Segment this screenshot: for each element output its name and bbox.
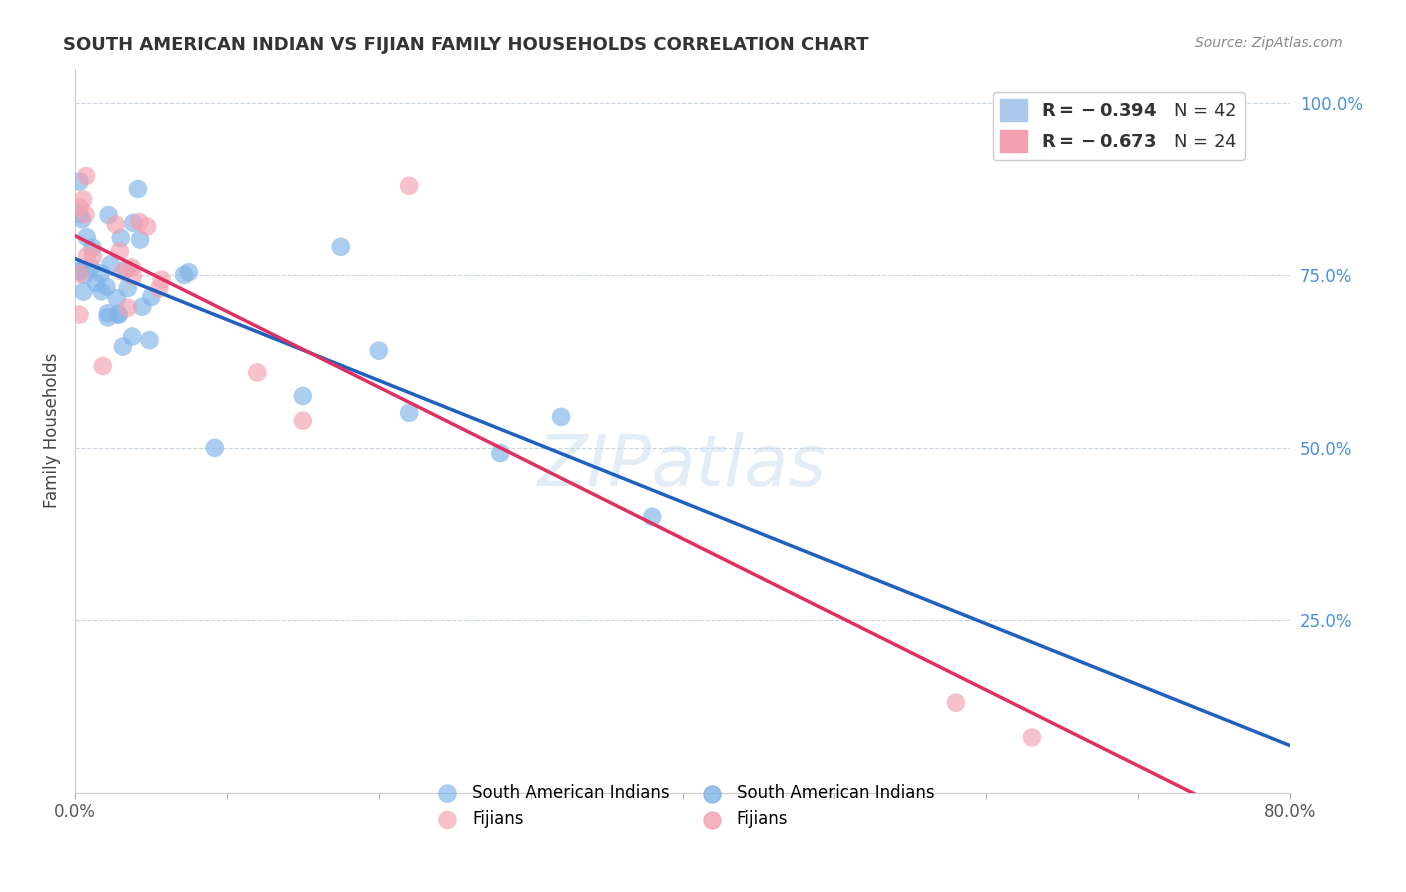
South American Indians	[173, 268, 195, 282]
South American Indians	[69, 175, 91, 189]
Legend: South American Indians, Fijians, South American Indians, Fijians: South American Indians, Fijians, South A…	[425, 777, 941, 835]
South American Indians	[111, 340, 134, 354]
Fijians	[69, 200, 91, 214]
South American Indians	[97, 208, 120, 222]
Fijians	[75, 169, 97, 183]
South American Indians	[82, 241, 104, 255]
Fijians	[91, 359, 114, 373]
South American Indians	[69, 264, 91, 278]
Text: SOUTH AMERICAN INDIAN VS FIJIAN FAMILY HOUSEHOLDS CORRELATION CHART: SOUTH AMERICAN INDIAN VS FIJIAN FAMILY H…	[63, 36, 869, 54]
South American Indians	[90, 285, 112, 299]
South American Indians	[489, 446, 512, 460]
Text: Source: ZipAtlas.com: Source: ZipAtlas.com	[1195, 36, 1343, 50]
South American Indians	[550, 409, 572, 424]
Fijians	[121, 260, 143, 275]
Fijians	[69, 267, 91, 281]
South American Indians	[100, 257, 122, 271]
South American Indians	[97, 306, 120, 320]
South American Indians	[96, 279, 118, 293]
Fijians	[398, 178, 420, 193]
South American Indians	[108, 308, 131, 322]
Fijians	[945, 696, 967, 710]
South American Indians	[76, 230, 98, 244]
South American Indians	[90, 266, 112, 280]
South American Indians	[641, 509, 664, 524]
Fijians	[104, 218, 127, 232]
South American Indians	[69, 207, 91, 221]
South American Indians	[115, 262, 138, 277]
South American Indians	[121, 329, 143, 343]
Fijians	[128, 215, 150, 229]
Y-axis label: Family Households: Family Households	[44, 353, 60, 508]
South American Indians	[72, 285, 94, 299]
South American Indians	[110, 231, 132, 245]
South American Indians	[80, 260, 103, 275]
Fijians	[69, 308, 91, 322]
Fijians	[136, 219, 159, 234]
South American Indians	[177, 265, 200, 279]
Fijians	[148, 281, 170, 295]
Fijians	[150, 272, 173, 286]
South American Indians	[129, 233, 152, 247]
South American Indians	[75, 268, 97, 282]
Fijians	[112, 265, 135, 279]
South American Indians	[70, 212, 93, 227]
South American Indians	[97, 310, 120, 325]
South American Indians	[367, 343, 389, 358]
South American Indians	[131, 300, 153, 314]
South American Indians	[122, 216, 145, 230]
South American Indians	[69, 263, 91, 277]
Fijians	[122, 269, 145, 284]
South American Indians	[84, 276, 107, 290]
Fijians	[108, 244, 131, 259]
South American Indians	[291, 389, 314, 403]
South American Indians	[204, 441, 226, 455]
South American Indians	[107, 307, 129, 321]
Fijians	[291, 414, 314, 428]
South American Indians	[105, 291, 128, 305]
Fijians	[82, 250, 104, 264]
South American Indians	[127, 182, 149, 196]
South American Indians	[117, 281, 139, 295]
Fijians	[75, 207, 97, 221]
Fijians	[246, 366, 269, 380]
Fijians	[72, 193, 94, 207]
Fijians	[117, 301, 139, 315]
South American Indians	[398, 406, 420, 420]
Text: ZIPatlas: ZIPatlas	[538, 433, 827, 501]
South American Indians	[329, 240, 352, 254]
Fijians	[76, 249, 98, 263]
Fijians	[1021, 731, 1043, 745]
South American Indians	[138, 333, 160, 347]
South American Indians	[141, 290, 163, 304]
